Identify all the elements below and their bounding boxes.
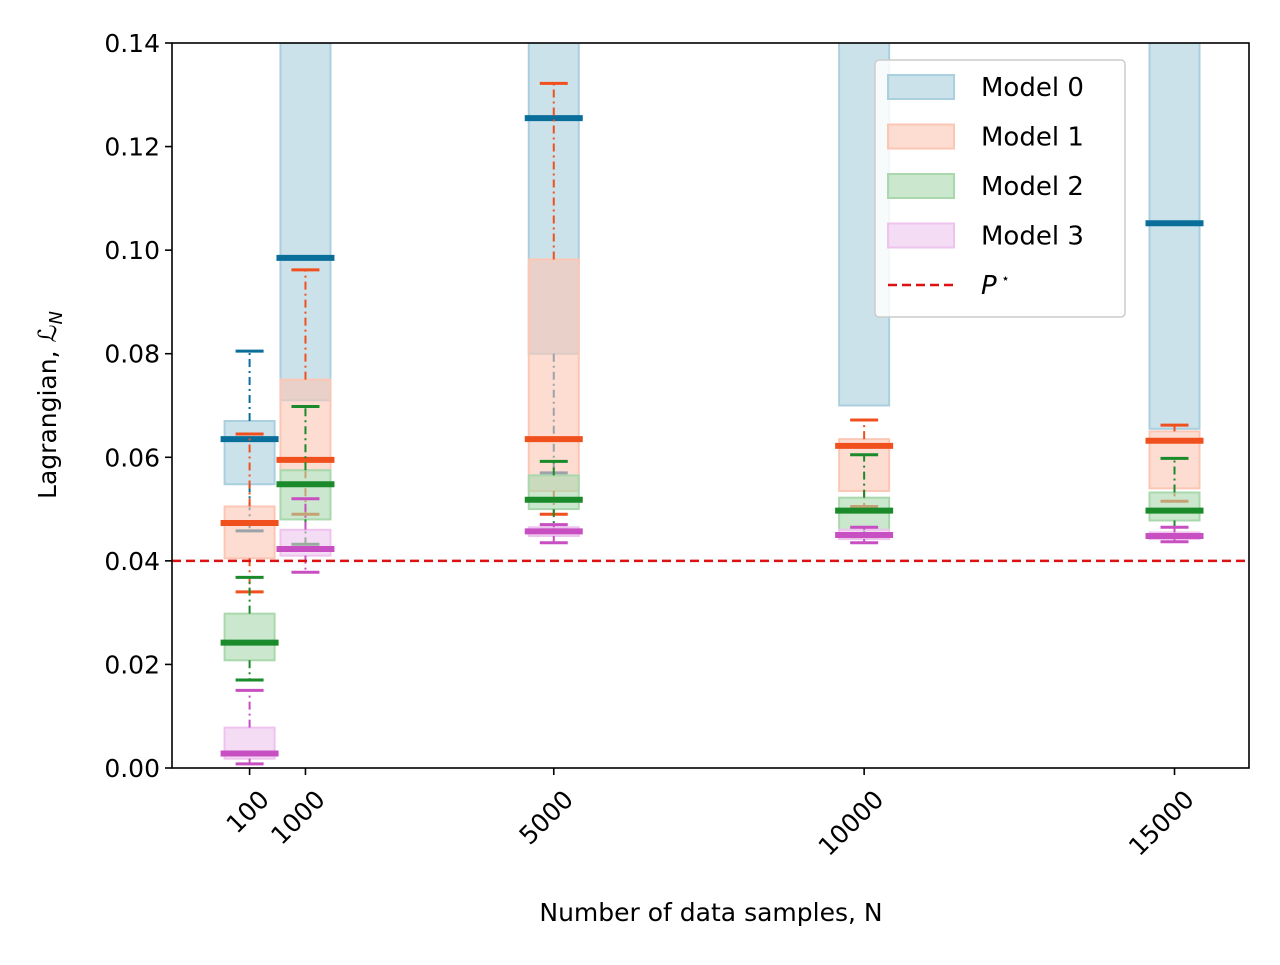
box-model-1-100: [220, 432, 279, 594]
y-axis-label-text: Lagrangian, ℒ: [33, 325, 62, 499]
y-tick-label: 0.04: [104, 547, 160, 576]
box-model-3-10000: [835, 525, 894, 545]
legend-label-model-0: Model 0: [981, 73, 1084, 103]
box-model-1-5000: [524, 81, 583, 516]
legend-label-model-3: Model 3: [981, 222, 1084, 252]
y-axis-label-subscript: N: [46, 311, 67, 324]
box-model-3-15000: [1145, 525, 1204, 544]
y-tick-label: 0.02: [104, 650, 160, 679]
box-body: [1148, 43, 1201, 430]
legend-swatch-model-2: [887, 173, 955, 199]
y-tick-label: 0.08: [104, 340, 160, 369]
box-model-0-15000: [1145, 43, 1204, 430]
box-body: [223, 505, 276, 560]
legend-label-p: P: [981, 271, 997, 301]
y-tick-label: 0.00: [104, 754, 160, 783]
box-model-3-100: [220, 688, 279, 766]
box-body: [279, 469, 332, 521]
axes-frame: [171, 42, 1250, 769]
y-tick-label: 0.10: [104, 236, 160, 265]
legend-label-p-star: P ⋆: [981, 271, 1010, 301]
box-body: [223, 612, 276, 662]
box-body: [1148, 491, 1201, 522]
legend: Model 0 Model 1 Model 2 Model 3 P ⋆: [874, 59, 1126, 318]
plot-area: [172, 43, 1249, 766]
y-tick-label: 0.14: [104, 29, 160, 58]
legend-swatch-model-3: [887, 222, 955, 249]
series-3: [220, 497, 1204, 766]
y-tick-label: 0.06: [104, 443, 160, 472]
box-body: [527, 474, 580, 511]
box-body: [223, 420, 276, 486]
box-body: [527, 258, 580, 492]
series-2: [220, 405, 1204, 682]
box-model-2-15000: [1145, 456, 1204, 537]
box-model-3-5000: [524, 523, 583, 545]
box-body: [838, 496, 891, 531]
legend-label-star: ⋆: [997, 271, 1010, 287]
legend-swatch-model-1: [887, 123, 955, 150]
plot-layer: [172, 43, 1249, 766]
box-model-1-10000: [835, 418, 894, 508]
legend-swatch-model-0: [887, 74, 955, 100]
box-model-0-1000: [276, 43, 335, 402]
x-axis-label: Number of data samples, N: [539, 898, 882, 927]
box-model-2-100: [220, 575, 279, 682]
legend-label-model-1: Model 1: [981, 123, 1084, 153]
box-model-1-1000: [276, 268, 335, 516]
y-axis-label: Lagrangian, ℒN: [33, 311, 67, 499]
legend-label-model-2: Model 2: [981, 172, 1084, 202]
box-body: [279, 43, 332, 402]
y-tick-label: 0.12: [104, 133, 160, 162]
box-model-3-1000: [276, 497, 335, 574]
